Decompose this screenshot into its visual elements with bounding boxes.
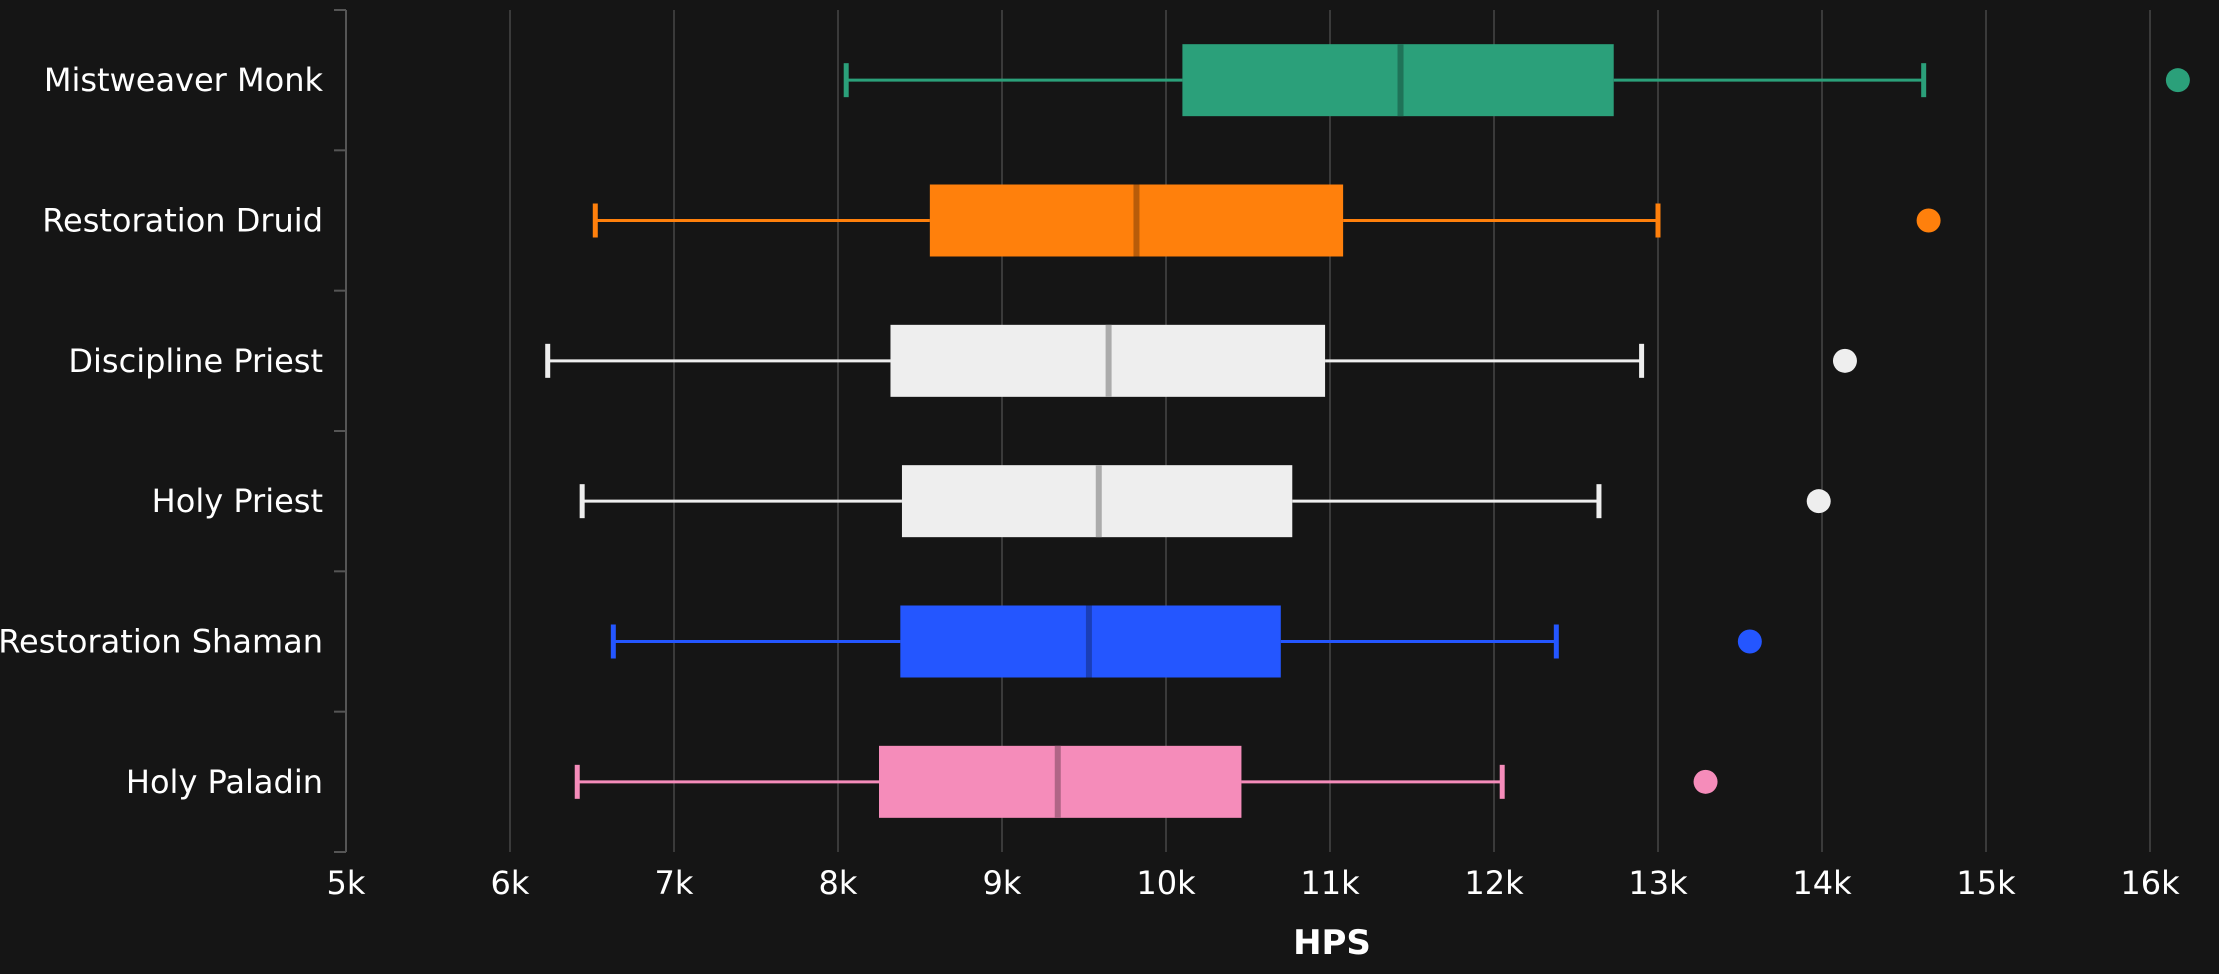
- category-label: Mistweaver Monk: [44, 61, 324, 99]
- x-tick-label: 12k: [1464, 864, 1524, 902]
- category-label: Restoration Druid: [42, 202, 323, 240]
- box-holy-priest: [579, 465, 1831, 538]
- category-label: Discipline Priest: [68, 342, 323, 380]
- x-tick-label: 7k: [655, 864, 694, 902]
- x-tick-label: 6k: [491, 864, 530, 902]
- box-holy-paladin: [574, 745, 1718, 818]
- outlier-point: [1832, 348, 1857, 373]
- gridlines: [509, 10, 2151, 852]
- x-tick-label: 5k: [327, 864, 366, 902]
- box-series: [545, 44, 2190, 818]
- x-tick-label: 13k: [1628, 864, 1688, 902]
- x-axis-title: HPS: [1293, 923, 1371, 963]
- x-tick-label: 16k: [2120, 864, 2180, 902]
- category-label: Holy Priest: [152, 482, 323, 520]
- x-tick-label: 10k: [1136, 864, 1196, 902]
- x-tick-label: 11k: [1300, 864, 1360, 902]
- box-restoration-shaman: [610, 605, 1762, 678]
- x-tick-label: 15k: [1956, 864, 2016, 902]
- outlier-point: [1693, 769, 1718, 794]
- x-tick-label: 8k: [819, 864, 858, 902]
- box-discipline-priest: [545, 324, 1857, 397]
- outlier-point: [1806, 489, 1831, 514]
- x-axis: 5k 6k 7k 8k 9k 10k 11k 12k 13k 14k 15k 16k: [327, 864, 2181, 902]
- category-label: Holy Paladin: [126, 763, 323, 801]
- box-mistweaver-monk: [843, 44, 2190, 117]
- outlier-point: [2165, 68, 2190, 93]
- category-label: Restoration Shaman: [0, 623, 323, 661]
- y-axis: Mistweaver Monk Restoration Druid Discipli…: [0, 9, 347, 853]
- box-restoration-druid: [592, 184, 1941, 257]
- outlier-point: [1916, 208, 1941, 233]
- x-tick-label: 9k: [983, 864, 1022, 902]
- x-tick-label: 14k: [1792, 864, 1852, 902]
- outlier-point: [1737, 629, 1762, 654]
